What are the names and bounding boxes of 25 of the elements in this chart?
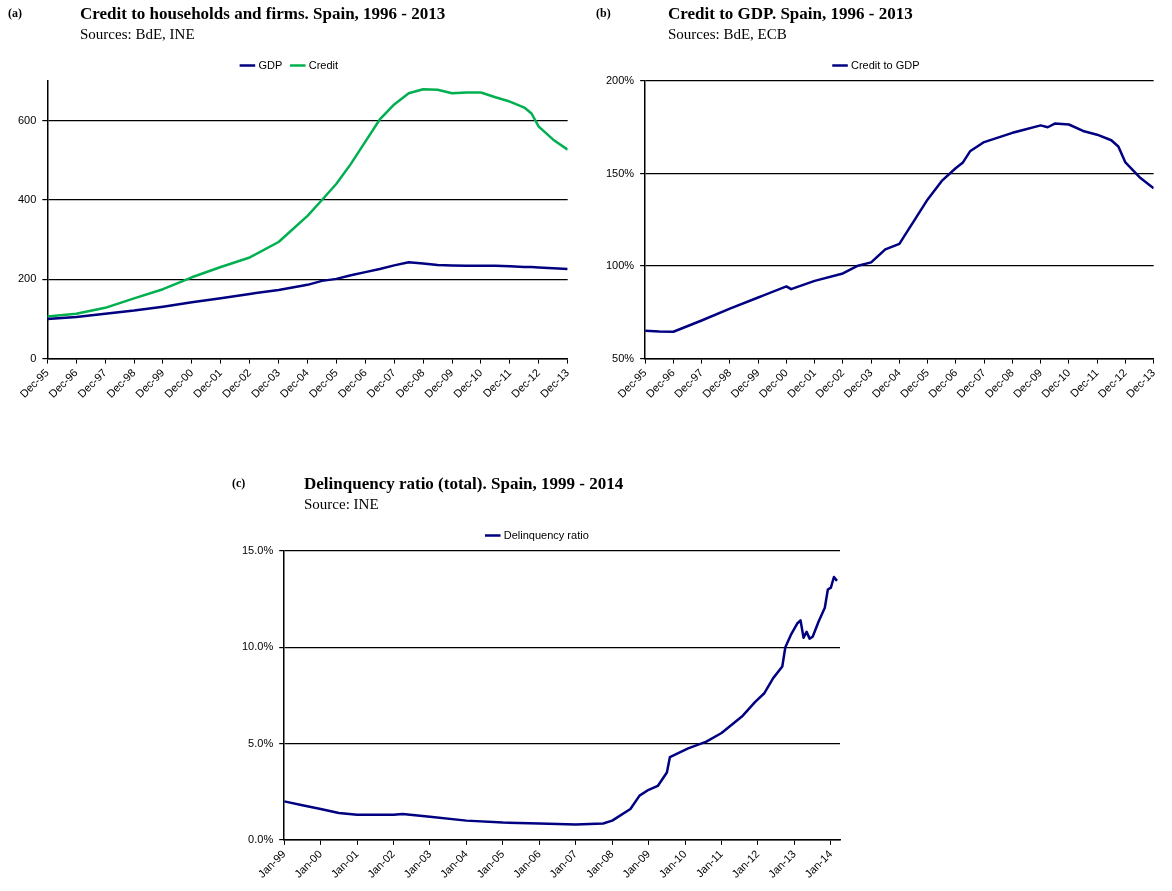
- text: (b): [596, 6, 611, 21]
- legend-label: Credit to GDP: [851, 58, 920, 71]
- y-tick-label: 5.0%: [248, 736, 274, 749]
- y-tick-label: 15.0%: [241, 544, 274, 557]
- text: (c): [232, 476, 246, 491]
- chart-title: Credit to households and firms. Spain, 1996 - 2013: [80, 4, 446, 24]
- y-tick-label: 200%: [605, 74, 635, 87]
- text: (a): [8, 6, 22, 21]
- y-tick-label: 0.0%: [248, 832, 274, 845]
- legend-label: Delinquency ratio: [503, 528, 589, 541]
- chart-subtitle: Source: INE: [304, 496, 379, 513]
- chart-title: Credit to GDP. Spain, 1996 - 2013: [668, 4, 913, 24]
- y-tick-label: 50%: [612, 351, 635, 364]
- y-tick-label: 200: [17, 272, 37, 285]
- chart-subtitle: Sources: BdE, ECB: [668, 26, 787, 43]
- y-tick-label: 10.0%: [241, 640, 274, 653]
- y-tick-label: 100%: [605, 259, 635, 272]
- y-tick-label: 600: [17, 113, 37, 126]
- legend-label: GDP: [258, 58, 283, 71]
- y-tick-label: 0: [30, 351, 37, 364]
- chart-subtitle: Sources: BdE, INE: [80, 26, 195, 43]
- y-tick-label: 400: [17, 193, 37, 205]
- legend-label: Credit: [308, 58, 339, 71]
- y-tick-label: 150%: [605, 166, 635, 179]
- chart-title: Delinquency ratio (total). Spain, 1999 - 2014: [304, 474, 624, 494]
